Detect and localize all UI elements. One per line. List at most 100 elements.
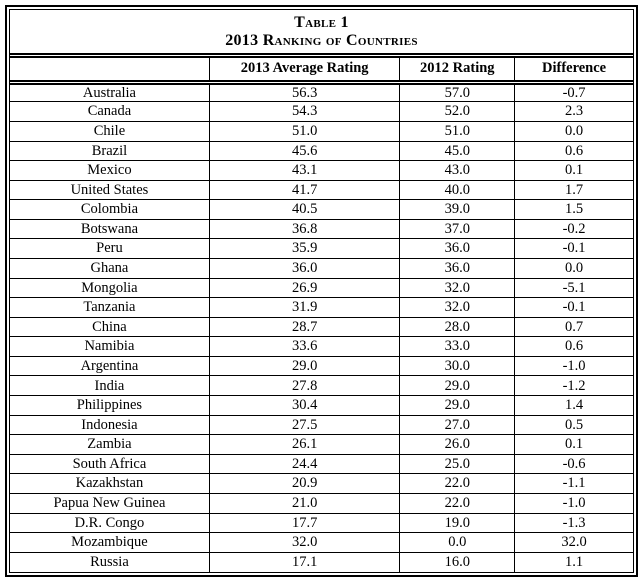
table-row: United States 41.7 40.0 1.7 — [10, 179, 633, 201]
rating-2012-cell: 22.0 — [399, 492, 516, 514]
country-cell: Colombia — [10, 199, 210, 220]
difference-cell: 0.6 — [514, 336, 633, 357]
rating-2013-cell: 30.4 — [208, 395, 401, 416]
difference-cell: 1.7 — [514, 179, 633, 201]
difference-cell: -1.3 — [514, 512, 633, 534]
country-cell: China — [10, 316, 210, 338]
rating-2013-cell: 36.0 — [208, 258, 401, 279]
rating-2012-cell: 32.0 — [399, 297, 516, 318]
table-row: China 28.7 28.0 0.7 — [10, 316, 633, 338]
rating-2013-cell: 20.9 — [208, 473, 401, 494]
rating-2013-cell: 43.1 — [208, 160, 401, 181]
rating-2013-cell: 17.7 — [208, 512, 401, 534]
rating-2012-cell: 43.0 — [399, 160, 516, 181]
difference-cell: -0.1 — [514, 238, 633, 260]
rating-2013-cell: 41.7 — [208, 179, 401, 201]
difference-cell: 32.0 — [514, 532, 633, 553]
difference-cell: 2.3 — [514, 101, 633, 122]
rating-2012-cell: 29.0 — [399, 375, 516, 397]
table-row: Tanzania 31.9 32.0 -0.1 — [10, 297, 633, 318]
country-cell: Chile — [10, 120, 210, 142]
country-cell: Indonesia — [10, 414, 210, 436]
rating-2012-cell: 30.0 — [399, 355, 516, 377]
table-row: Canada 54.3 52.0 2.3 — [10, 101, 633, 122]
rating-2012-cell: 25.0 — [399, 453, 516, 475]
country-cell: Peru — [10, 238, 210, 260]
rating-2013-cell: 27.5 — [208, 414, 401, 436]
rating-2013-cell: 31.9 — [208, 297, 401, 318]
table-row: Mongolia 26.9 32.0 -5.1 — [10, 277, 633, 299]
rating-2012-cell: 32.0 — [399, 277, 516, 299]
rating-2013-cell: 40.5 — [208, 199, 401, 220]
rating-2012-cell: 33.0 — [399, 336, 516, 357]
rating-2012-cell: 37.0 — [399, 218, 516, 240]
table-row: Namibia 33.6 33.0 0.6 — [10, 336, 633, 357]
country-cell: Botswana — [10, 218, 210, 240]
rankings-table: 2013 Average Rating 2012 Rating Differen… — [10, 57, 633, 572]
table-row: Botswana 36.8 37.0 -0.2 — [10, 218, 633, 240]
table-row: Kazakhstan 20.9 22.0 -1.1 — [10, 473, 633, 494]
table-row: South Africa 24.4 25.0 -0.6 — [10, 453, 633, 475]
country-cell: South Africa — [10, 453, 210, 475]
country-cell: Mexico — [10, 160, 210, 181]
difference-cell: -0.1 — [514, 297, 633, 318]
rating-2012-column-header: 2012 Rating — [399, 57, 516, 85]
difference-cell: 0.6 — [514, 140, 633, 162]
rating-2012-cell: 36.0 — [399, 258, 516, 279]
rating-2012-cell: 51.0 — [399, 120, 516, 142]
rating-2012-cell: 29.0 — [399, 395, 516, 416]
table-row: Russia 17.1 16.0 1.1 — [10, 551, 633, 572]
difference-cell: -1.0 — [514, 492, 633, 514]
country-cell: D.R. Congo — [10, 512, 210, 534]
difference-cell: 0.0 — [514, 120, 633, 142]
table-row: Mexico 43.1 43.0 0.1 — [10, 160, 633, 181]
country-column-header — [10, 57, 210, 85]
rating-2012-cell: 26.0 — [399, 434, 516, 455]
difference-column-header: Difference — [514, 57, 633, 85]
difference-cell: 0.7 — [514, 316, 633, 338]
rating-2013-cell: 28.7 — [208, 316, 401, 338]
table-1-container: Table 1 2013 Ranking of Countries 2013 A… — [9, 9, 634, 573]
difference-cell: -1.0 — [514, 355, 633, 377]
header-row: 2013 Average Rating 2012 Rating Differen… — [10, 57, 633, 85]
table-row: India 27.8 29.0 -1.2 — [10, 375, 633, 397]
country-cell: Brazil — [10, 140, 210, 162]
table-row: Ghana 36.0 36.0 0.0 — [10, 258, 633, 279]
rating-2013-cell: 32.0 — [208, 532, 401, 553]
difference-cell: -0.7 — [514, 81, 633, 103]
rating-2013-cell: 54.3 — [208, 101, 401, 122]
table-row: Zambia 26.1 26.0 0.1 — [10, 434, 633, 455]
rating-2013-cell: 33.6 — [208, 336, 401, 357]
table-number: Table 1 — [294, 14, 349, 31]
rating-2013-cell: 27.8 — [208, 375, 401, 397]
rating-2012-cell: 45.0 — [399, 140, 516, 162]
rating-2013-cell: 26.9 — [208, 277, 401, 299]
country-cell: India — [10, 375, 210, 397]
rating-2013-cell: 21.0 — [208, 492, 401, 514]
table-row: Brazil 45.6 45.0 0.6 — [10, 140, 633, 162]
table-row: Colombia 40.5 39.0 1.5 — [10, 199, 633, 220]
rating-2013-cell: 29.0 — [208, 355, 401, 377]
country-cell: Tanzania — [10, 297, 210, 318]
rating-2013-cell: 26.1 — [208, 434, 401, 455]
table-row: Mozambique 32.0 0.0 32.0 — [10, 532, 633, 553]
country-cell: Australia — [10, 81, 210, 103]
table-row: Chile 51.0 51.0 0.0 — [10, 120, 633, 142]
country-cell: Namibia — [10, 336, 210, 357]
rating-2012-cell: 27.0 — [399, 414, 516, 436]
difference-cell: -0.6 — [514, 453, 633, 475]
country-cell: Mongolia — [10, 277, 210, 299]
country-cell: Russia — [10, 551, 210, 572]
rating-2012-cell: 39.0 — [399, 199, 516, 220]
table-caption: 2013 Ranking of Countries — [225, 31, 418, 49]
country-cell: Ghana — [10, 258, 210, 279]
difference-cell: 0.1 — [514, 160, 633, 181]
rating-2012-cell: 28.0 — [399, 316, 516, 338]
rating-2013-cell: 17.1 — [208, 551, 401, 572]
rating-2012-cell: 36.0 — [399, 238, 516, 260]
table-row: Peru 35.9 36.0 -0.1 — [10, 238, 633, 260]
rating-2012-cell: 19.0 — [399, 512, 516, 534]
table-row: Philippines 30.4 29.0 1.4 — [10, 395, 633, 416]
rating-2012-cell: 22.0 — [399, 473, 516, 494]
country-cell: Zambia — [10, 434, 210, 455]
